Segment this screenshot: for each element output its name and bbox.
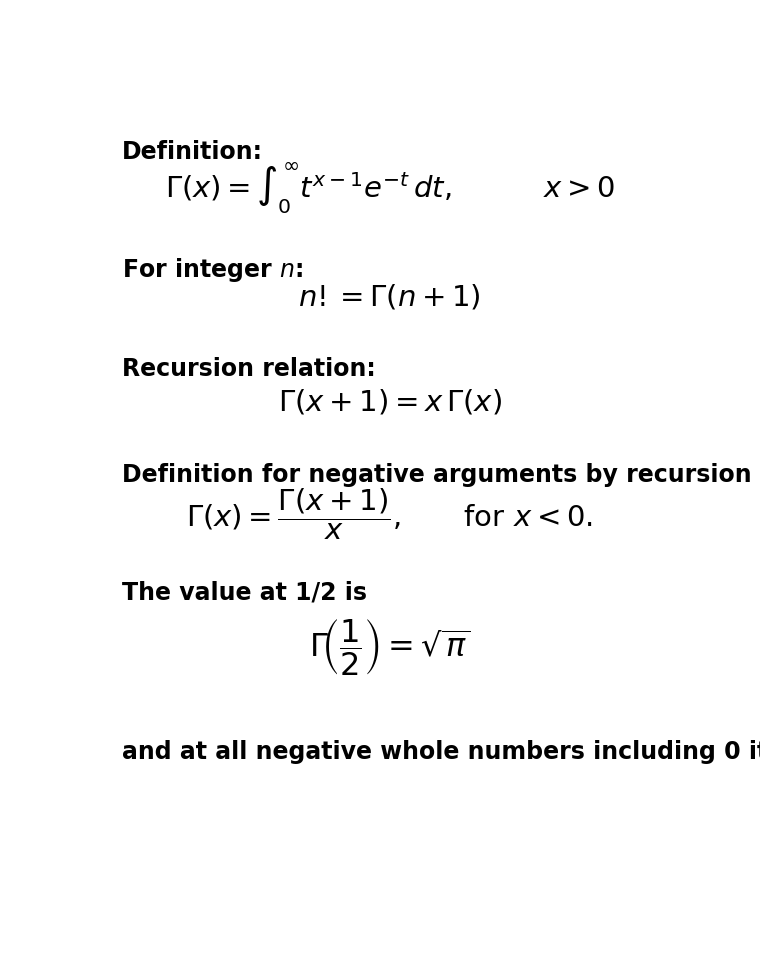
Text: and at all negative whole numbers including 0 it is infinity.: and at all negative whole numbers includ… xyxy=(122,740,760,763)
Text: Definition for negative arguments by recursion relation:: Definition for negative arguments by rec… xyxy=(122,462,760,486)
Text: $\Gamma(x + 1) = x\,\Gamma(x)$: $\Gamma(x + 1) = x\,\Gamma(x)$ xyxy=(277,388,502,416)
Text: $\Gamma\!\left(\dfrac{1}{2}\right) = \sqrt{\pi}$: $\Gamma\!\left(\dfrac{1}{2}\right) = \sq… xyxy=(309,617,470,677)
Text: Recursion relation:: Recursion relation: xyxy=(122,356,375,380)
Text: Definition:: Definition: xyxy=(122,140,262,164)
Text: $\Gamma(x) = \int_0^{\infty} t^{x-1}e^{-t}\, dt, \qquad\quad x > 0$: $\Gamma(x) = \int_0^{\infty} t^{x-1}e^{-… xyxy=(165,160,614,215)
Text: The value at 1/2 is: The value at 1/2 is xyxy=(122,580,366,604)
Text: $n! = \Gamma(n + 1)$: $n! = \Gamma(n + 1)$ xyxy=(298,282,481,311)
Text: For integer $\mathit{n}$:: For integer $\mathit{n}$: xyxy=(122,255,302,283)
Text: $\Gamma(x) = \dfrac{\Gamma(x + 1)}{x}, \qquad \mathrm{for}\ x < 0.$: $\Gamma(x) = \dfrac{\Gamma(x + 1)}{x}, \… xyxy=(186,487,593,542)
